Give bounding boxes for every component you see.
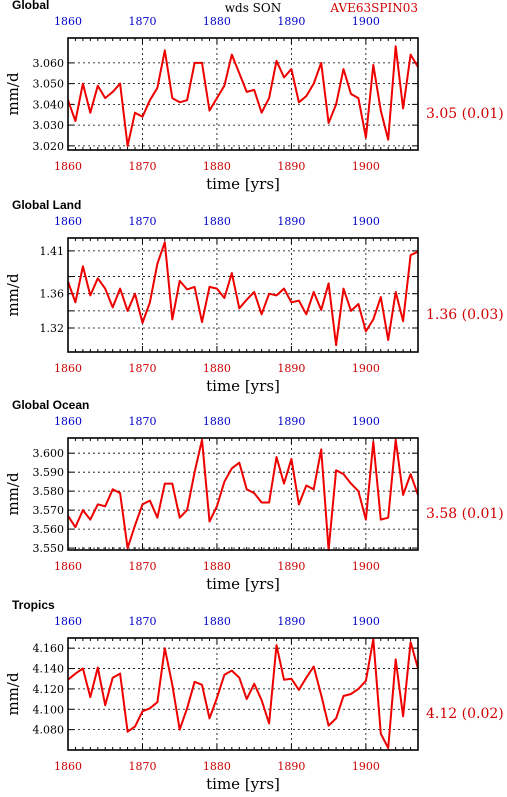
bottom-tick-label: 1880 (203, 560, 231, 573)
header-right-label: AVE63SPIN03 (329, 1, 418, 15)
y-tick-label: 3.020 (33, 140, 65, 153)
y-tick-label: 3.600 (33, 447, 65, 460)
panel-title: Global Land (12, 198, 81, 212)
top-tick-label: 1880 (203, 215, 231, 228)
series-line (67, 45, 419, 147)
bottom-tick-label: 1860 (54, 560, 82, 573)
bottom-tick-label: 1860 (54, 160, 82, 173)
panel-title: Tropics (12, 598, 55, 612)
bottom-tick-label: 1890 (277, 560, 305, 573)
y-tick-label: 4.120 (33, 683, 65, 696)
bottom-tick-label: 1870 (128, 560, 156, 573)
top-tick-label: 1890 (277, 15, 305, 28)
panel-title: Global Ocean (12, 398, 89, 412)
top-tick-label: 1880 (203, 615, 231, 628)
plot-frame (67, 37, 419, 151)
top-tick-label: 1880 (203, 15, 231, 28)
bottom-tick-label: 1860 (54, 362, 82, 375)
top-tick-label: 1900 (352, 615, 380, 628)
bottom-tick-label: 1890 (277, 362, 305, 375)
y-tick-label: 1.32 (40, 322, 65, 335)
top-tick-label: 1860 (54, 215, 82, 228)
y-tick-label: 3.550 (33, 542, 65, 555)
bottom-tick-label: 1860 (54, 760, 82, 773)
y-tick-label: 4.100 (33, 703, 65, 716)
plot-frame (67, 437, 419, 551)
bottom-tick-label: 1880 (203, 160, 231, 173)
top-tick-label: 1860 (54, 15, 82, 28)
bottom-tick-label: 1900 (352, 160, 380, 173)
mean-std-label: 3.05 (0.01) (426, 106, 504, 122)
y-tick-label: 3.590 (33, 466, 65, 479)
bottom-tick-label: 1880 (203, 362, 231, 375)
top-tick-label: 1890 (277, 615, 305, 628)
top-tick-label: 1900 (352, 15, 380, 28)
y-axis-title: mm/d (4, 273, 22, 317)
top-tick-label: 1870 (128, 615, 156, 628)
y-tick-label: 1.36 (40, 288, 65, 301)
y-tick-label: 3.560 (33, 523, 65, 536)
top-tick-label: 1900 (352, 415, 380, 428)
x-axis-title: time [yrs] (206, 377, 280, 395)
x-axis-title: time [yrs] (206, 175, 280, 193)
header-center-label: wds SON (225, 1, 281, 15)
y-tick-label: 3.050 (33, 78, 65, 91)
bottom-tick-label: 1870 (128, 362, 156, 375)
series-line (67, 438, 419, 551)
bottom-tick-label: 1900 (352, 362, 380, 375)
y-tick-label: 3.040 (33, 98, 65, 111)
top-tick-label: 1860 (54, 415, 82, 428)
plot-frame (67, 637, 419, 751)
y-tick-label: 1.41 (40, 245, 65, 258)
top-tick-label: 1870 (128, 215, 156, 228)
bottom-tick-label: 1900 (352, 560, 380, 573)
series-line (67, 638, 419, 749)
bottom-tick-label: 1880 (203, 760, 231, 773)
top-tick-label: 1870 (128, 15, 156, 28)
mean-std-label: 4.12 (0.02) (426, 706, 504, 722)
bottom-tick-label: 1890 (277, 760, 305, 773)
y-tick-label: 3.580 (33, 485, 65, 498)
top-tick-label: 1880 (203, 415, 231, 428)
y-tick-label: 3.060 (33, 57, 65, 70)
x-axis-title: time [yrs] (206, 575, 280, 593)
bottom-tick-label: 1890 (277, 160, 305, 173)
bottom-tick-label: 1870 (128, 760, 156, 773)
x-axis-title: time [yrs] (206, 775, 280, 793)
bottom-tick-label: 1900 (352, 760, 380, 773)
series-line (67, 241, 419, 347)
mean-std-label: 1.36 (0.03) (426, 307, 504, 323)
y-tick-label: 3.030 (33, 119, 65, 132)
y-tick-label: 4.080 (33, 724, 65, 737)
bottom-tick-label: 1870 (128, 160, 156, 173)
top-tick-label: 1900 (352, 215, 380, 228)
y-axis-title: mm/d (4, 72, 22, 116)
y-tick-label: 4.160 (33, 642, 65, 655)
y-axis-title: mm/d (4, 472, 22, 516)
y-tick-label: 4.140 (33, 663, 65, 676)
top-tick-label: 1890 (277, 215, 305, 228)
top-tick-label: 1860 (54, 615, 82, 628)
y-tick-label: 3.570 (33, 504, 65, 517)
y-axis-title: mm/d (4, 672, 22, 716)
top-tick-label: 1890 (277, 415, 305, 428)
mean-std-label: 3.58 (0.01) (426, 506, 504, 522)
plot-frame (67, 237, 419, 353)
top-tick-label: 1870 (128, 415, 156, 428)
panel-title: Global (12, 0, 49, 12)
